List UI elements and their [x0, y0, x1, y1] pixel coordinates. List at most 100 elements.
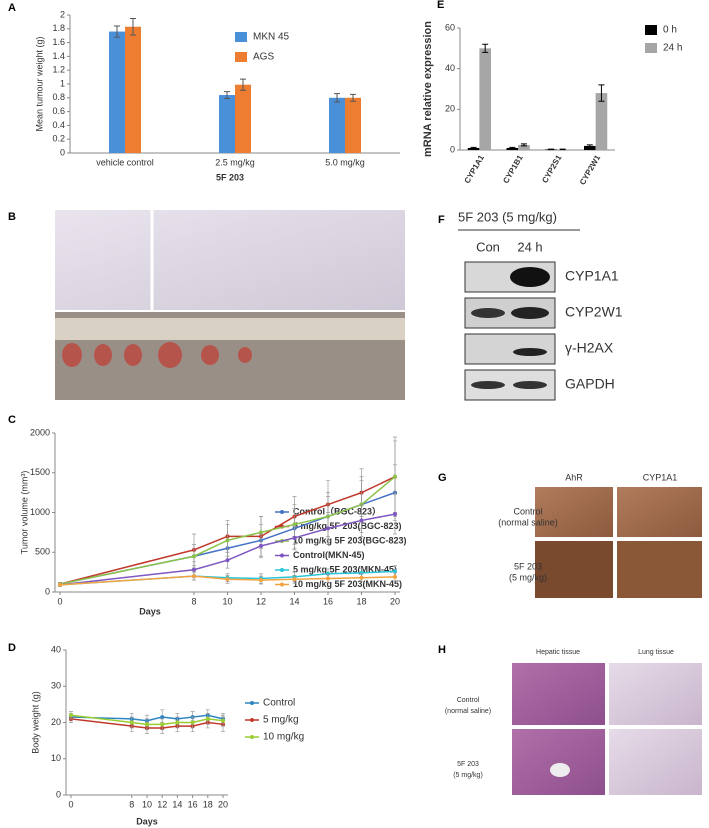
- series-line: [70, 718, 224, 729]
- legend-label: MKN 45: [253, 32, 290, 43]
- x-axis-title: Days: [139, 606, 161, 616]
- bar: [595, 93, 608, 150]
- y-tick-label: 0: [60, 147, 65, 157]
- error-bar: [598, 84, 605, 102]
- panel-label: A: [8, 2, 16, 14]
- y-tick-label: 1.2: [52, 65, 65, 75]
- panel-label: C: [8, 414, 16, 426]
- band-label: γ-H2AX: [565, 340, 614, 356]
- error-bar: [240, 78, 246, 91]
- x-tick-label: 0: [57, 596, 62, 606]
- bar: [109, 31, 125, 154]
- y-axis-title: mRNA relative expression: [422, 21, 434, 157]
- x-tick-label: 12: [157, 799, 167, 809]
- y-tick-label: 0: [56, 789, 61, 799]
- point: [205, 716, 210, 721]
- point: [160, 722, 165, 727]
- x-tick-label: 10: [142, 799, 152, 809]
- error-bar: [586, 144, 593, 148]
- bar: [584, 145, 596, 150]
- legend-marker: [250, 718, 254, 722]
- bar: [518, 144, 530, 150]
- y-tick-label: 1.4: [52, 51, 65, 61]
- point: [175, 720, 180, 725]
- lane-label: Con: [476, 239, 500, 254]
- y-tick-label: 0: [450, 144, 455, 154]
- x-tick-label: vehicle control: [96, 157, 154, 167]
- legend-marker: [250, 735, 254, 739]
- series-line: [70, 714, 224, 726]
- point: [225, 558, 230, 563]
- point: [190, 720, 195, 725]
- panel-label: E: [437, 0, 444, 11]
- point: [359, 518, 364, 523]
- point: [225, 538, 230, 543]
- x-tick-label: 2.5 mg/kg: [215, 157, 255, 167]
- mice-photo: [55, 210, 405, 310]
- point: [359, 575, 364, 580]
- y-tick-label: 60: [445, 22, 455, 32]
- x-tick-label: CYP2S1: [540, 153, 563, 185]
- x-tick-label: 5.0 mg/kg: [325, 157, 365, 167]
- y-tick-label: 0.8: [52, 92, 65, 102]
- band-label: CYP2W1: [565, 304, 623, 320]
- point: [326, 526, 330, 531]
- point: [192, 567, 196, 572]
- band-label: GAPDH: [565, 376, 615, 392]
- error-bar: [470, 146, 477, 150]
- series-line: [59, 513, 396, 586]
- x-tick-label: CYP1A1: [463, 153, 487, 185]
- x-tick-label: 14: [172, 799, 182, 809]
- x-tick-label: 20: [218, 799, 228, 809]
- point: [292, 535, 297, 540]
- error-bar: [334, 93, 340, 103]
- y-tick-label: 40: [51, 644, 61, 654]
- column-label: AhR: [565, 472, 583, 482]
- point: [192, 574, 196, 579]
- x-tick-label: 18: [356, 596, 366, 606]
- legend-marker: [250, 701, 254, 705]
- point: [292, 522, 297, 527]
- point: [225, 577, 230, 582]
- error-bar: [224, 91, 230, 99]
- panel-label: F: [438, 214, 445, 226]
- band-label: CYP1A1: [565, 268, 619, 284]
- x-tick-label: CYP1B1: [501, 153, 525, 185]
- legend-label: 10 mg/kg 5F 203(BGC-823): [293, 535, 407, 545]
- he-images: [512, 663, 702, 795]
- point: [221, 718, 225, 723]
- x-tick-label: 20: [390, 596, 400, 606]
- row-label: Control: [457, 697, 480, 704]
- y-tick-label: 1.6: [52, 37, 65, 47]
- legend-label: 24 h: [663, 43, 682, 54]
- row-label: (5 mg/kg): [509, 572, 547, 582]
- point: [69, 713, 73, 718]
- y-axis-title: Body weight (g): [30, 691, 40, 754]
- x-tick-label: 12: [256, 596, 266, 606]
- x-tick-label: 10: [222, 596, 232, 606]
- error-bar: [130, 17, 136, 36]
- legend-label: Control（BGC-823）: [293, 506, 381, 516]
- point: [393, 474, 397, 479]
- x-tick-label: 16: [323, 596, 333, 606]
- y-tick-label: 20: [51, 717, 61, 727]
- error-bar: [350, 93, 356, 102]
- tumours: [62, 342, 252, 368]
- y-tick-label: 0.4: [52, 120, 65, 130]
- y-tick-label: 40: [445, 63, 455, 73]
- row-label: (normal saline): [498, 517, 558, 527]
- point: [393, 574, 397, 579]
- panel-label: B: [8, 211, 16, 223]
- row-label: 5F 203: [514, 561, 542, 571]
- point: [259, 530, 263, 535]
- lane-label: 24 h: [517, 239, 542, 254]
- legend-label: 10 mg/kg: [263, 732, 304, 743]
- y-tick-label: 0: [45, 586, 50, 596]
- point: [160, 715, 165, 720]
- series-line: [59, 476, 396, 585]
- error-bar: [509, 146, 516, 150]
- y-tick-label: 0.6: [52, 106, 65, 116]
- legend-label: 5 mg/kg 5F 203(MKN-45): [293, 564, 397, 574]
- bar: [479, 48, 491, 151]
